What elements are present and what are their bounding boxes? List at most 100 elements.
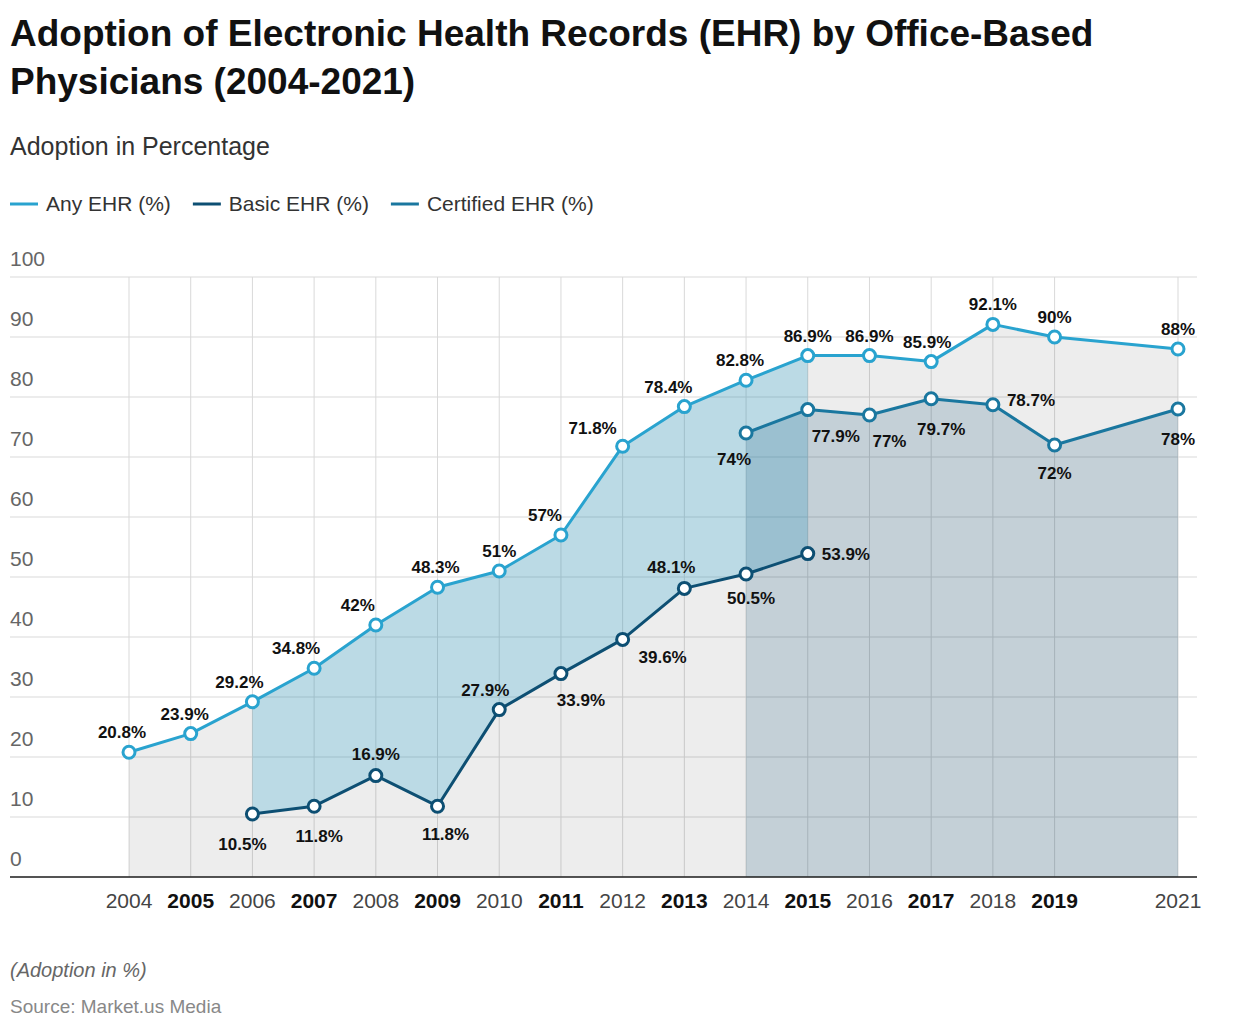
y-tick-label: 90	[10, 307, 33, 330]
y-tick-label: 30	[10, 667, 33, 690]
data-label: 85.9%	[903, 333, 951, 352]
line	[129, 324, 1178, 752]
x-tick-label: 2006	[229, 889, 276, 912]
data-label: 39.6%	[639, 648, 687, 667]
x-tick-label: 2014	[723, 889, 770, 912]
y-tick-label: 10	[10, 787, 33, 810]
source: Source: Market.us Media	[10, 996, 222, 1017]
marker	[740, 427, 752, 439]
x-tick-label: 2008	[352, 889, 399, 912]
x-tick-label: 2019	[1031, 889, 1078, 912]
data-label: 50.5%	[727, 589, 775, 608]
marker	[246, 808, 258, 820]
plot-area	[123, 318, 1184, 877]
data-labels: 20.8%23.9%29.2%34.8%42%48.3%51%57%71.8%7…	[98, 295, 1195, 854]
marker	[678, 401, 690, 413]
data-label: 10.5%	[218, 835, 266, 854]
data-label: 71.8%	[569, 419, 617, 438]
data-label: 51%	[482, 542, 516, 561]
marker	[432, 800, 444, 812]
marker	[246, 696, 258, 708]
data-label: 92.1%	[969, 295, 1017, 314]
data-label: 11.8%	[295, 827, 342, 846]
area	[746, 399, 1178, 877]
title: Adoption of Electronic Health Records (E…	[10, 10, 1130, 106]
data-label: 42%	[341, 596, 375, 615]
x-tick-label: 2009	[414, 889, 461, 912]
marker	[123, 746, 135, 758]
marker	[802, 350, 814, 362]
marker	[740, 374, 752, 386]
y-tick-label: 0	[10, 847, 22, 870]
x-tick-label: 2021	[1155, 889, 1202, 912]
x-tick-label: 2016	[846, 889, 893, 912]
legend-label: Any EHR (%)	[46, 192, 171, 215]
x-tick-label: 2017	[908, 889, 955, 912]
marker	[493, 565, 505, 577]
caption: (Adoption in %)	[10, 959, 147, 981]
marker	[308, 800, 320, 812]
marker	[925, 356, 937, 368]
y-tick-label: 100	[10, 247, 45, 270]
area	[129, 324, 1178, 877]
marker	[987, 399, 999, 411]
data-label: 48.3%	[411, 558, 459, 577]
data-label: 90%	[1038, 308, 1072, 327]
marker	[1172, 343, 1184, 355]
marker	[1049, 439, 1061, 451]
data-label: 78%	[1161, 430, 1195, 449]
marker	[617, 633, 629, 645]
data-label: 77.9%	[812, 427, 860, 446]
marker	[987, 318, 999, 330]
x-tick-label: 2007	[291, 889, 338, 912]
data-label: 34.8%	[272, 639, 320, 658]
data-label: 27.9%	[461, 681, 509, 700]
x-tick-label: 2005	[167, 889, 214, 912]
marker	[555, 529, 567, 541]
y-tick-label: 60	[10, 487, 33, 510]
x-tick-label: 2010	[476, 889, 523, 912]
x-tick-label: 2011	[538, 889, 584, 912]
y-tick-label: 40	[10, 607, 33, 630]
x-tick-label: 2012	[599, 889, 646, 912]
legend-label: Certified EHR (%)	[427, 192, 594, 215]
x-tick-label: 2004	[106, 889, 153, 912]
y-tick-label: 80	[10, 367, 33, 390]
marker	[370, 619, 382, 631]
data-label: 79.7%	[917, 420, 965, 439]
marker	[863, 350, 875, 362]
data-label: 20.8%	[98, 723, 146, 742]
marker	[678, 582, 690, 594]
marker	[493, 704, 505, 716]
line	[252, 554, 807, 814]
data-label: 88%	[1161, 320, 1195, 339]
data-label: 77%	[872, 432, 906, 451]
data-label: 48.1%	[647, 558, 695, 577]
x-axis-line	[10, 876, 1197, 878]
band-area	[252, 356, 807, 814]
marker	[308, 662, 320, 674]
marker	[185, 728, 197, 740]
marker	[925, 393, 937, 405]
marker	[802, 548, 814, 560]
legend-label: Basic EHR (%)	[229, 192, 369, 215]
marker	[555, 668, 567, 680]
y-tick-label: 70	[10, 427, 33, 450]
marker	[370, 770, 382, 782]
data-label: 33.9%	[557, 691, 605, 710]
data-label: 74%	[717, 450, 751, 469]
legend: Any EHR (%) Basic EHR (%) Certified EHR (%…	[10, 192, 594, 215]
x-tick-label: 2015	[784, 889, 831, 912]
y-tick-label: 50	[10, 547, 33, 570]
data-label: 23.9%	[161, 705, 209, 724]
data-label: 82.8%	[716, 351, 764, 370]
y-tick-label: 20	[10, 727, 33, 750]
chart: Adoption in Percentage Any EHR (%) Basic E…	[0, 0, 1252, 1030]
marker	[1172, 403, 1184, 415]
marker	[1049, 331, 1061, 343]
legend-swatch	[391, 203, 419, 206]
subtitle: Adoption in Percentage	[10, 132, 270, 160]
y-gridline	[10, 877, 1197, 878]
marker	[617, 440, 629, 452]
x-tick-label: 2018	[970, 889, 1017, 912]
